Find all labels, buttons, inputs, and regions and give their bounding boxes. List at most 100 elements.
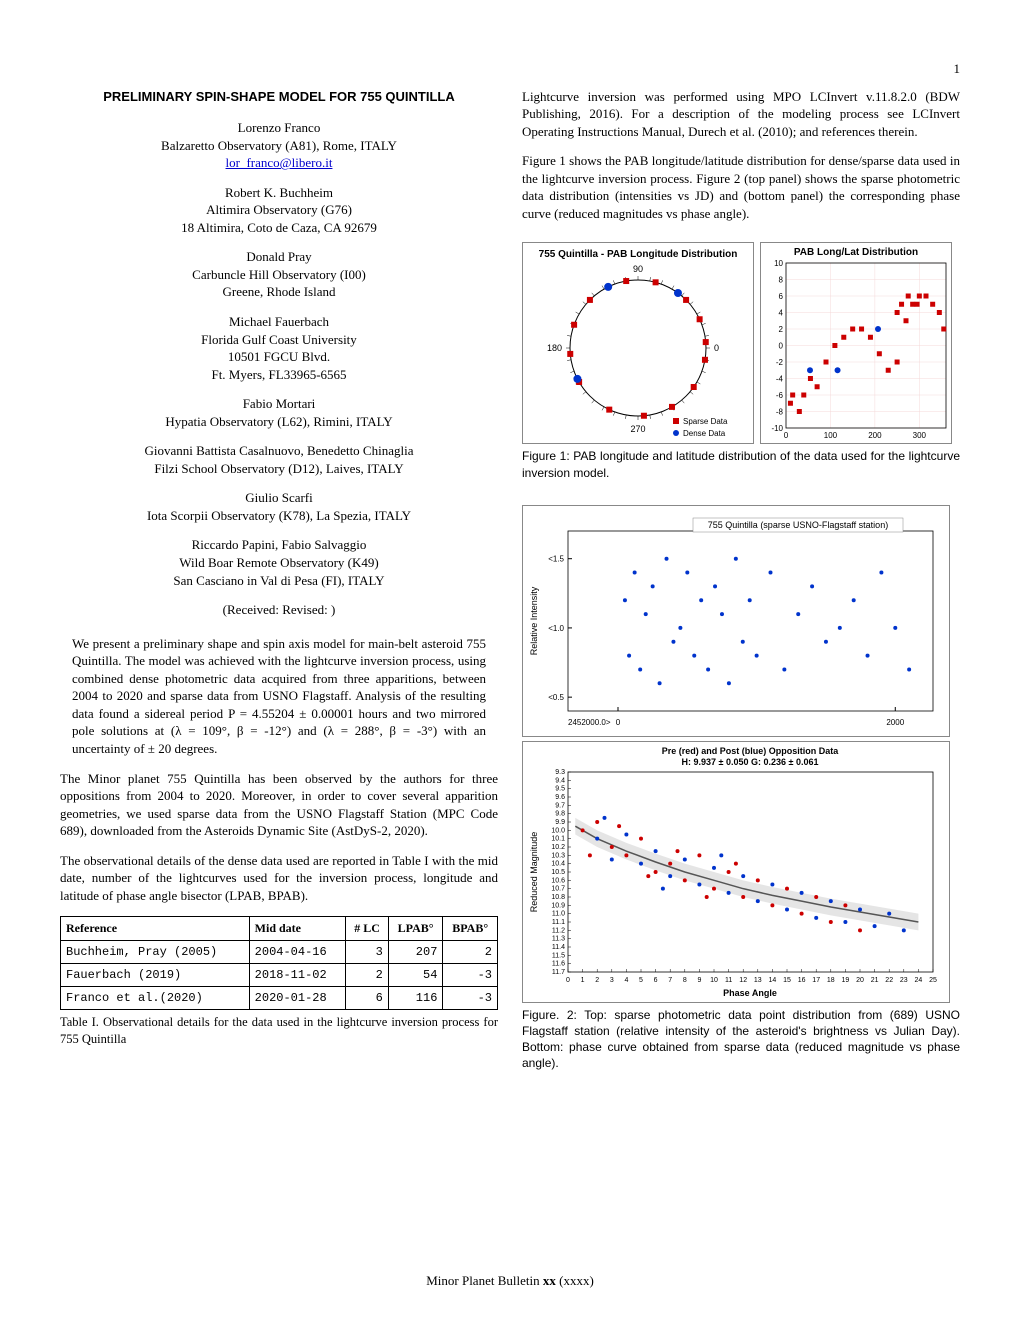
table-cell: 116 [388,986,443,1009]
svg-text:16: 16 [798,977,806,984]
svg-text:-6: -6 [776,391,784,400]
svg-text:0: 0 [616,718,621,727]
svg-text:Pre (red) and Post (blue) Oppo: Pre (red) and Post (blue) Opposition Dat… [662,746,840,756]
table-cell: Fauerbach (2019) [61,963,250,986]
svg-text:15: 15 [783,977,791,984]
svg-text:9.4: 9.4 [555,777,565,784]
svg-text:20: 20 [856,977,864,984]
svg-text:11.7: 11.7 [552,969,565,976]
svg-text:-10: -10 [771,424,783,433]
svg-text:11.2: 11.2 [552,927,565,934]
fig1-scatter-panel: PAB Long/Lat Distribution-10-8-6-4-20246… [760,242,952,444]
table-cell: -3 [443,963,498,986]
svg-text:H: 9.937 ± 0.050 G: 0.236 ±: H: 9.937 ± 0.050 G: 0.236 ± 0.061 [682,757,819,767]
svg-text:Dense Data: Dense Data [683,429,726,438]
table-header: Mid date [249,917,346,940]
svg-text:Phase Angle: Phase Angle [723,988,777,998]
svg-text:10.5: 10.5 [551,869,565,876]
figure-1: 755 Quintilla - PAB Longitude Distributi… [522,242,960,480]
table-cell: Buchheim, Pray (2005) [61,940,250,963]
table-cell: 6 [346,986,389,1009]
svg-text:1: 1 [581,977,585,984]
page-number: 1 [60,60,960,78]
svg-text:<1.0: <1.0 [548,624,564,633]
body-paragraph: The Minor planet 755 Quintilla has been … [60,770,498,840]
svg-text:25: 25 [929,977,937,984]
body-paragraph: The observational details of the dense d… [60,852,498,905]
svg-text:11.5: 11.5 [552,952,565,959]
svg-text:4: 4 [779,309,784,318]
svg-text:0: 0 [566,977,570,984]
table-cell: 2020-01-28 [249,986,346,1009]
table-caption: Table I. Observational details for the d… [60,1014,498,1048]
table-cell: Franco et al.(2020) [61,986,250,1009]
svg-text:11: 11 [725,977,732,984]
svg-text:10: 10 [774,259,783,268]
author-block: Robert K. BuchheimAltimira Observatory (… [60,184,498,237]
table-header: Reference [61,917,250,940]
svg-text:0: 0 [779,342,784,351]
table-cell: 207 [388,940,443,963]
svg-text:18: 18 [827,977,835,984]
svg-text:13: 13 [754,977,762,984]
svg-text:4: 4 [624,977,628,984]
svg-text:270: 270 [630,424,645,434]
author-block: Donald PrayCarbuncle Hill Observatory (I… [60,248,498,301]
svg-text:11.1: 11.1 [552,919,565,926]
received-line: (Received: Revised: ) [60,601,498,619]
author-block: Riccardo Papini, Fabio SalvaggioWild Boa… [60,536,498,589]
author-block: Fabio MortariHypatia Observatory (L62), … [60,395,498,430]
two-column-layout: PRELIMINARY SPIN-SHAPE MODEL FOR 755 QUI… [60,88,960,1088]
author-block: Giovanni Battista Casalnuovo, Benedetto … [60,442,498,477]
body-paragraph: Figure 1 shows the PAB longitude/latitud… [522,152,960,222]
svg-text:10.9: 10.9 [551,902,565,909]
table-header: LPAB° [388,917,443,940]
svg-text:23: 23 [900,977,908,984]
svg-text:Reduced Magnitude: Reduced Magnitude [529,831,539,912]
svg-text:0: 0 [784,431,789,440]
svg-text:24: 24 [915,977,923,984]
svg-text:12: 12 [739,977,747,984]
svg-text:10: 10 [710,977,718,984]
svg-text:11.6: 11.6 [552,960,565,967]
page-footer: Minor Planet Bulletin xx (xxxx) [0,1272,1020,1290]
body-paragraph: Lightcurve inversion was performed using… [522,88,960,141]
svg-text:11.0: 11.0 [552,910,565,917]
svg-text:-4: -4 [776,375,784,384]
svg-text:2452000.0>: 2452000.0> [568,718,611,727]
svg-text:0: 0 [714,343,719,353]
svg-text:3: 3 [610,977,614,984]
svg-text:10.4: 10.4 [551,860,565,867]
table-row: Franco et al.(2020)2020-01-286116-3 [61,986,498,1009]
svg-text:17: 17 [812,977,820,984]
svg-text:9.5: 9.5 [555,785,565,792]
svg-text:8: 8 [779,276,784,285]
svg-text:PAB Long/Lat Distribution: PAB Long/Lat Distribution [794,247,918,258]
svg-text:6: 6 [654,977,658,984]
fig1-circle-panel: 755 Quintilla - PAB Longitude Distributi… [522,242,754,444]
table-cell: 2004-04-16 [249,940,346,963]
author-block: Giulio ScarfiIota Scorpii Observatory (K… [60,489,498,524]
svg-text:10.1: 10.1 [551,835,565,842]
fig2-bottom-panel: Pre (red) and Post (blue) Opposition Dat… [522,741,950,1003]
svg-text:2: 2 [779,325,784,334]
svg-text:90: 90 [633,264,643,274]
svg-text:6: 6 [779,292,784,301]
table-header: # LC [346,917,389,940]
left-column: PRELIMINARY SPIN-SHAPE MODEL FOR 755 QUI… [60,88,498,1088]
svg-text:9: 9 [697,977,701,984]
table-cell: 2018-11-02 [249,963,346,986]
svg-text:11.4: 11.4 [552,944,565,951]
svg-text:2000: 2000 [886,718,904,727]
svg-text:755 Quintilla (sparse USNO-Fla: 755 Quintilla (sparse USNO-Flagstaff sta… [708,520,888,530]
svg-text:755 Quintilla - PAB Longitud: 755 Quintilla - PAB Longitude Distributi… [539,249,738,260]
svg-text:10.0: 10.0 [551,827,565,834]
svg-text:<0.5: <0.5 [548,693,564,702]
svg-text:2: 2 [595,977,599,984]
fig2-caption: Figure. 2: Top: sparse photometric data … [522,1007,960,1072]
author-email[interactable]: lor_franco@libero.it [226,155,333,170]
table-row: Fauerbach (2019)2018-11-02254-3 [61,963,498,986]
svg-text:10.7: 10.7 [551,885,565,892]
table-cell: -3 [443,986,498,1009]
svg-text:<1.5: <1.5 [548,554,564,563]
